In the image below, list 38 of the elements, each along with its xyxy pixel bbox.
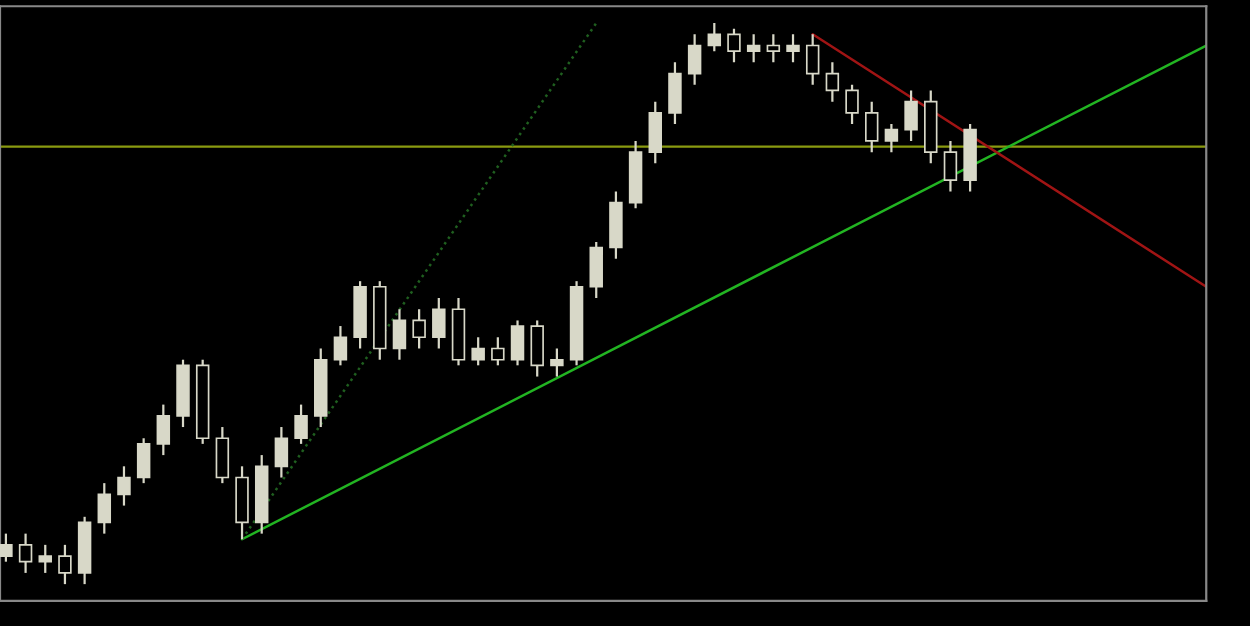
candlestick: [215, 425, 230, 485]
candlestick: [510, 319, 525, 367]
candlestick: [392, 308, 407, 361]
candlestick: [530, 319, 544, 378]
candlestick: [550, 347, 564, 378]
candlestick: [235, 465, 249, 541]
candlestick: [471, 336, 485, 367]
candlestick: [333, 324, 348, 367]
candlestick: [805, 33, 820, 86]
candlestick: [432, 296, 446, 350]
candlestick: [845, 83, 859, 126]
candlestick: [136, 437, 151, 485]
candlestick: [884, 122, 899, 154]
candlestick: [58, 543, 72, 586]
candlestick: [766, 33, 781, 64]
candlestick: [904, 89, 918, 143]
candlestick: [707, 21, 722, 53]
candlestick: [687, 33, 702, 86]
candlestick: [668, 61, 682, 126]
candlestick: [746, 33, 761, 64]
candlestick: [589, 240, 603, 300]
candlestick: [786, 33, 800, 64]
candlestick: [609, 190, 623, 260]
candlestick: [943, 139, 958, 193]
candlestick: [0, 532, 13, 563]
candlestick: [648, 100, 663, 165]
candlestick: [117, 465, 131, 507]
candlestick: [97, 482, 112, 535]
candlestick: [274, 425, 289, 479]
candlestick: [864, 100, 879, 154]
candlestick: [491, 336, 505, 367]
candlestick: [727, 27, 741, 64]
candlestick: [156, 403, 171, 457]
candlestick: [18, 532, 33, 575]
candlestick: [412, 308, 426, 350]
candlestick: [38, 543, 52, 575]
candlestick: [294, 403, 308, 445]
candlestick: [825, 61, 840, 103]
